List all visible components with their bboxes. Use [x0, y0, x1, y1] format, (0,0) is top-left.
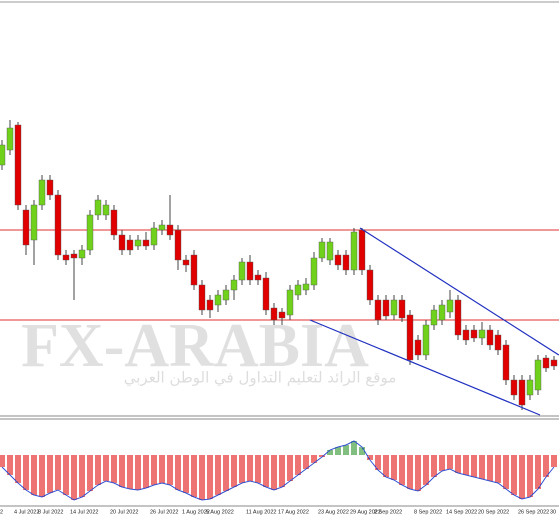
- candle-body: [350, 231, 358, 271]
- candle-body: [270, 307, 278, 321]
- candle-body: [254, 274, 262, 281]
- x-tick-label: 26 Sep 2022: [518, 509, 549, 515]
- candle-body: [110, 209, 118, 236]
- candle-body: [286, 289, 294, 316]
- candle-body: [278, 311, 286, 319]
- candle-body: [534, 359, 542, 391]
- candle-body: [118, 234, 126, 251]
- candle-body: [198, 284, 206, 311]
- candle-body: [158, 224, 166, 231]
- candle-body: [438, 304, 446, 321]
- x-tick-label: 14 Jul 2022: [70, 509, 98, 515]
- candle-body: [358, 229, 366, 271]
- x-tick-label: 8 Sep 2022: [414, 509, 442, 515]
- candle-body: [470, 329, 478, 339]
- candle-body: [30, 204, 38, 241]
- candle-body: [6, 127, 14, 151]
- candle-body: [518, 379, 526, 406]
- trendline: [359, 227, 559, 356]
- candle-body: [502, 344, 510, 381]
- candle-body: [550, 359, 558, 367]
- main-panel: [0, 120, 559, 416]
- candle-body: [310, 257, 318, 286]
- candle-body: [46, 179, 54, 196]
- indicator-line: [1, 440, 555, 501]
- x-tick-label: 23 Aug 2022: [318, 509, 349, 515]
- candle-body: [406, 314, 414, 361]
- candle-body: [150, 227, 158, 246]
- x-tick-label: 14 Sep 2022: [446, 509, 477, 515]
- candle-body: [166, 224, 174, 236]
- candle-body: [134, 239, 142, 247]
- candle-body: [94, 199, 102, 216]
- candle-body: [478, 329, 486, 339]
- candle-body: [78, 249, 86, 259]
- candle-body: [526, 379, 534, 396]
- candle-body: [238, 261, 246, 281]
- x-tick-label: 20 Sep 2022: [478, 509, 509, 515]
- candle-body: [462, 329, 470, 341]
- candle-body: [510, 379, 518, 396]
- candle-body: [182, 259, 190, 266]
- x-tick-label: 29 Aug 2022: [350, 509, 381, 515]
- x-tick-label: 8 Jul 2022: [38, 509, 63, 515]
- candle-body: [430, 309, 438, 326]
- candle-body: [142, 239, 150, 247]
- candle-body: [206, 299, 214, 311]
- indicator-panel: [0, 440, 557, 501]
- candle-body: [246, 261, 254, 281]
- x-tick-label: 2: [0, 509, 3, 515]
- x-tick-label: 26 Jul 2022: [150, 509, 178, 515]
- candle-body: [382, 299, 390, 317]
- candle-body: [390, 299, 398, 316]
- candle-body: [334, 254, 342, 266]
- x-tick-label: 11 Aug 2022: [246, 509, 276, 515]
- candle-body: [86, 214, 94, 251]
- candle-body: [542, 357, 550, 369]
- candle-body: [422, 324, 430, 356]
- candle-body: [214, 294, 222, 306]
- candle-body: [14, 124, 22, 206]
- trendline: [309, 319, 541, 416]
- candle-body: [126, 239, 134, 251]
- candle-body: [262, 277, 270, 311]
- candle-body: [326, 241, 334, 261]
- x-tick-label: 20 Jul 2022: [110, 509, 138, 515]
- candle-body: [62, 254, 70, 261]
- candle-body: [366, 269, 374, 301]
- candle-body: [230, 279, 238, 291]
- x-tick-label: 17 Aug 2022: [278, 509, 309, 515]
- candle-body: [302, 283, 310, 291]
- candle-body: [494, 334, 502, 351]
- candle-body: [446, 299, 454, 313]
- x-tick-label: 5 Aug 2022: [206, 509, 234, 515]
- candle-body: [174, 229, 182, 261]
- candle-body: [414, 339, 422, 356]
- candle-body: [54, 194, 62, 256]
- candle-body: [102, 204, 110, 216]
- candle-body: [38, 179, 46, 206]
- x-tick-label: 30: [550, 509, 556, 515]
- watermark-subtitle: موقع الرائد لتعليم التداول في الوطن العر…: [124, 369, 396, 388]
- x-tick-label: 1 Aug 2022: [182, 509, 210, 515]
- candle-body: [318, 241, 326, 259]
- candle-body: [70, 253, 78, 259]
- candle-body: [294, 284, 302, 296]
- candle-body: [222, 289, 230, 301]
- candle-body: [342, 254, 350, 271]
- x-tick-label: 2 Sep 2022: [374, 509, 402, 515]
- watermark: FX-ARABIA: [21, 312, 369, 380]
- candle-body: [0, 144, 6, 166]
- candle-body: [374, 299, 382, 321]
- candle-body: [190, 254, 198, 286]
- x-tick-label: 4 Jul 2022: [14, 509, 39, 515]
- candle-body: [454, 299, 462, 336]
- candle-body: [398, 299, 406, 319]
- candle-body: [486, 329, 494, 346]
- candle-body: [22, 209, 30, 246]
